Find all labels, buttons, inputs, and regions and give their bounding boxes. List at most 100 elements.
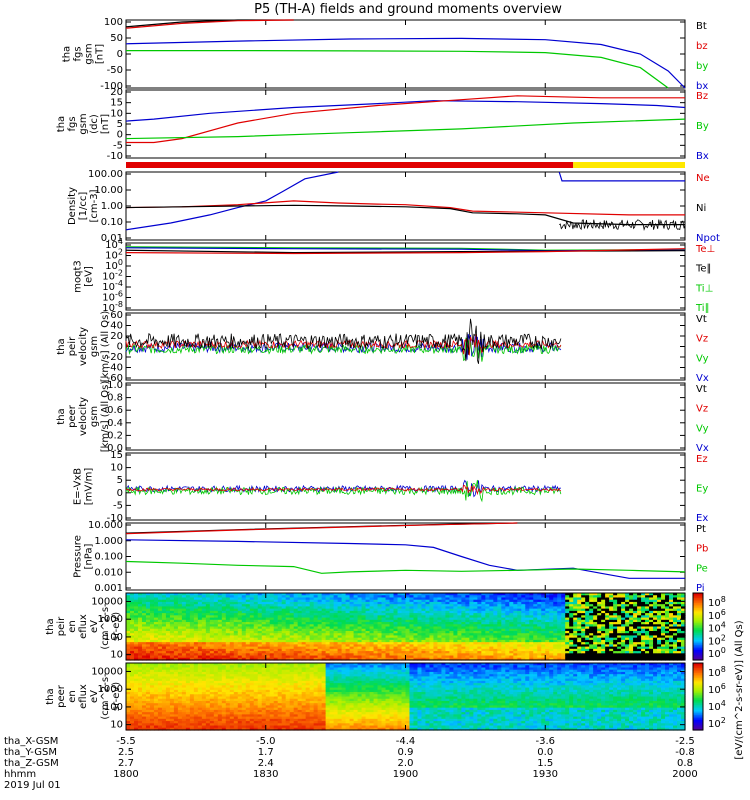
heat-cell — [669, 606, 674, 610]
heat-cell — [337, 622, 343, 625]
heat-cell — [261, 606, 267, 610]
heat-cell — [457, 599, 462, 603]
heat-cell — [621, 628, 626, 632]
heat-cell — [165, 676, 171, 680]
y-axis-label: gsm — [78, 113, 89, 134]
heat-cell — [673, 615, 678, 619]
heat-cell — [505, 601, 510, 605]
heat-cell — [233, 646, 239, 650]
heat-cell — [469, 628, 474, 632]
heat-cell — [329, 593, 335, 596]
heat-cell — [521, 615, 526, 619]
heat-cell — [637, 651, 642, 654]
heat-cell — [457, 615, 462, 619]
heat-cell — [369, 635, 375, 639]
heat-cell — [241, 628, 247, 632]
heat-cell — [133, 696, 139, 700]
heat-cell — [497, 606, 502, 610]
heat-cell — [325, 642, 331, 645]
heat-cell — [517, 628, 522, 632]
heat-cell — [361, 597, 367, 601]
heat-cell — [625, 637, 630, 641]
heat-cell — [349, 655, 355, 659]
heat-cell — [481, 639, 486, 643]
heat-cell — [653, 622, 658, 625]
heat-cell — [577, 657, 582, 661]
heat-cell — [381, 601, 387, 605]
heat-cell — [145, 601, 151, 605]
heat-cell — [441, 604, 447, 607]
heat-cell — [553, 648, 558, 652]
heat-cell — [641, 644, 646, 648]
heat-cell — [665, 626, 670, 630]
heat-cell — [181, 619, 187, 623]
heat-cell — [577, 635, 582, 639]
heat-cell — [349, 635, 355, 639]
heat-cell — [353, 593, 359, 596]
heat-cell — [197, 651, 203, 654]
heat-cell — [141, 667, 147, 671]
heat-cell — [461, 653, 466, 657]
heat-cell — [133, 599, 139, 603]
heat-cell — [665, 610, 670, 614]
heat-cell — [289, 642, 295, 645]
heat-cell — [549, 601, 554, 605]
heat-cell — [569, 639, 574, 643]
heat-cell — [373, 595, 379, 599]
heat-cell — [653, 606, 658, 610]
heat-cell — [609, 617, 614, 621]
heat-cell — [673, 622, 678, 625]
heat-cell — [457, 630, 462, 634]
heat-cell — [229, 628, 235, 632]
heat-cell — [177, 646, 183, 650]
heat-cell — [637, 653, 642, 657]
heat-cell — [141, 648, 147, 652]
heat-cell — [389, 651, 395, 654]
heat-cell — [265, 635, 271, 639]
heat-cell — [445, 610, 451, 614]
heat-cell — [137, 651, 143, 654]
heat-cell — [681, 608, 686, 612]
heat-cell — [641, 613, 646, 616]
heat-cell — [417, 637, 423, 641]
heat-cell — [573, 613, 578, 616]
heat-cell — [405, 626, 411, 630]
y-axis-label: fgs — [67, 116, 78, 131]
heat-cell — [441, 615, 447, 619]
heat-cell — [265, 624, 271, 628]
heat-cell — [637, 624, 642, 628]
noise-series — [125, 484, 562, 496]
heat-cell — [173, 644, 179, 648]
heat-cell — [573, 601, 578, 605]
heat-cell — [157, 637, 163, 641]
heat-cell — [657, 635, 662, 639]
heat-cell — [609, 648, 614, 652]
heat-cell — [126, 613, 131, 616]
heat-cell — [421, 630, 427, 634]
heat-cell — [473, 630, 478, 634]
heat-cell — [345, 595, 351, 599]
heat-cell — [673, 604, 678, 607]
heat-cell — [677, 646, 682, 650]
heat-cell — [377, 626, 383, 630]
legend-label: Ti⊥ — [695, 283, 713, 294]
heat-cell — [177, 725, 183, 729]
heat-cell — [133, 628, 139, 632]
heat-cell — [329, 628, 335, 632]
heat-cell — [529, 646, 534, 650]
heat-cell — [397, 608, 403, 612]
heat-cell — [177, 709, 183, 713]
heat-cell — [245, 606, 251, 610]
heat-cell — [165, 727, 171, 731]
heat-cell — [153, 694, 159, 698]
heat-cell — [325, 622, 331, 625]
heat-cell — [417, 619, 423, 623]
heat-cell — [173, 608, 179, 612]
heat-cell — [517, 608, 522, 612]
heat-cell — [161, 613, 167, 616]
heat-cell — [545, 630, 550, 634]
heat-cell — [473, 606, 478, 610]
heat-cell — [585, 655, 590, 659]
y-axis-label: tha — [56, 116, 67, 132]
heat-cell — [485, 604, 490, 607]
